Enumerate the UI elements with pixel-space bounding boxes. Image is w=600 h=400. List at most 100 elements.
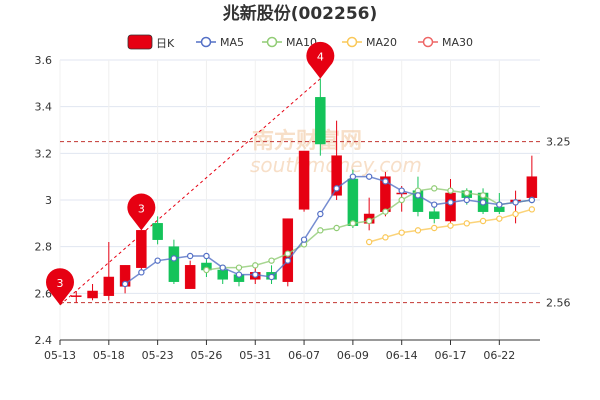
legend-label-ma30: MA30 — [442, 36, 473, 49]
legend-dot-ma10 — [266, 36, 278, 48]
candle-body — [428, 211, 440, 219]
ma10-point — [284, 250, 291, 257]
ma5-point — [447, 199, 454, 206]
ma20-point — [365, 238, 373, 246]
ma5-point — [138, 269, 145, 276]
ma20-point — [479, 217, 487, 225]
x-tick-label: 06-09 — [337, 349, 369, 362]
ma10-point — [479, 192, 487, 199]
marker-label: 3 — [57, 277, 64, 290]
candle — [152, 216, 163, 245]
ma5-point — [268, 273, 275, 281]
ma5-point — [398, 187, 405, 194]
ma5-point — [496, 201, 503, 208]
ma5-series — [121, 173, 536, 288]
ma5-point — [512, 199, 519, 206]
candle-body — [136, 230, 147, 268]
candle — [510, 190, 521, 224]
candle — [363, 197, 375, 231]
legend-item-k: 日K — [127, 34, 175, 50]
ma10-point — [252, 262, 259, 269]
chart-title: 兆新股份(002256) — [223, 3, 378, 24]
legend-item-ma10: MA10 — [262, 36, 317, 49]
ma20-point — [512, 210, 519, 218]
x-tick-label: 05-26 — [190, 349, 222, 362]
legend-label-k: 日K — [156, 37, 175, 50]
marker-pin: 3 — [46, 268, 74, 305]
candle — [136, 230, 147, 270]
ma10-point — [333, 224, 340, 232]
ref-line-label: 2.56 — [546, 297, 571, 310]
y-tick-label: 3.2 — [35, 147, 53, 160]
ma20-series — [365, 206, 536, 246]
x-tick-label: 05-18 — [93, 349, 125, 362]
ma5-point — [463, 196, 470, 204]
ma10-point — [203, 266, 210, 274]
ma5-point — [300, 236, 308, 243]
ma20-point — [431, 224, 438, 232]
y-axis: 2.4 2.6 2.8 3 3.2 3.4 3.6 — [35, 54, 53, 347]
marker-shape — [127, 193, 156, 231]
marker-label: 3 — [138, 202, 145, 215]
y-tick-label: 2.8 — [35, 241, 53, 254]
legend-label-ma20: MA20 — [366, 36, 397, 49]
ma5-point — [365, 173, 373, 180]
y-tick-label: 3.6 — [35, 54, 53, 67]
legend-label-ma10: MA10 — [286, 36, 317, 49]
ma10-point — [365, 217, 373, 225]
candle-body — [168, 246, 180, 282]
ma10-point — [268, 257, 275, 264]
ma5-point — [349, 173, 357, 180]
marker-pin: 4 — [306, 41, 335, 79]
candle-body — [347, 178, 359, 226]
ma10-point — [447, 187, 454, 194]
candle-body — [315, 97, 326, 145]
x-tick-label: 06-17 — [435, 349, 467, 362]
candle — [87, 284, 98, 301]
ma10-point — [431, 185, 438, 192]
candle — [315, 78, 326, 156]
candle — [168, 239, 180, 284]
ma5-point — [203, 252, 210, 260]
candle-body — [298, 150, 310, 210]
candle-body — [152, 223, 163, 240]
candle-body — [282, 218, 294, 282]
ma5-point — [382, 178, 389, 185]
candle-body — [445, 192, 456, 222]
moving-averages — [121, 173, 536, 288]
ma10-point — [235, 264, 243, 271]
legend-item-ma5: MA5 — [196, 36, 244, 49]
marker-shape — [46, 268, 74, 305]
ma5-point — [414, 192, 422, 199]
candle-body — [87, 290, 98, 299]
x-tick-label: 05-13 — [44, 349, 76, 362]
legend-item-ma30: MA30 — [418, 36, 473, 49]
candle-body — [331, 155, 342, 196]
x-tick-label: 05-31 — [239, 349, 271, 362]
x-axis: 05-13 05-18 05-23 05-26 05-31 06-07 06-09 06-14… — [44, 339, 540, 362]
ma20-point — [382, 234, 389, 241]
ma5-point — [235, 271, 243, 278]
legend-item-ma20: MA20 — [342, 36, 397, 49]
candle-body — [184, 265, 196, 289]
candle-body — [217, 269, 228, 280]
ma5-point — [170, 255, 178, 262]
x-tick-label: 06-07 — [288, 349, 320, 362]
ref-line-label: 3.25 — [546, 136, 571, 149]
legend-dot-ma20 — [346, 36, 358, 48]
ma5-point — [528, 196, 536, 204]
candle — [71, 291, 82, 303]
candle — [298, 150, 310, 212]
ma20-point — [496, 215, 503, 222]
candle — [103, 242, 115, 301]
x-tick-label: 06-14 — [386, 349, 418, 362]
ma5-point — [252, 271, 259, 278]
ma5-point — [479, 199, 487, 206]
x-tick-label: 06-22 — [483, 349, 515, 362]
candle — [526, 155, 538, 200]
ma5-point — [431, 201, 438, 208]
y-tick-label: 3 — [45, 194, 52, 207]
ma10-point — [463, 189, 470, 197]
ma5-point — [317, 210, 324, 218]
